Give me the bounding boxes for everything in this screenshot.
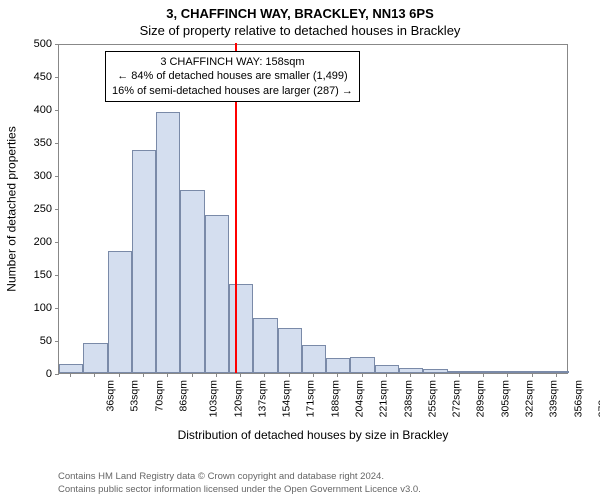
histogram-bar xyxy=(302,345,326,373)
histogram-bar xyxy=(423,369,447,373)
x-tick-label: 188sqm xyxy=(329,380,341,417)
plot-area: 3 CHAFFINCH WAY: 158sqm ← 84% of detache… xyxy=(58,44,568,374)
x-tick-label: 255sqm xyxy=(426,380,438,417)
histogram-bar xyxy=(83,343,107,373)
y-tick-label: 100 xyxy=(34,302,52,314)
histogram-bar xyxy=(156,112,180,373)
y-tick-label: 200 xyxy=(34,236,52,248)
y-tick-label: 300 xyxy=(34,170,52,182)
histogram-bar xyxy=(253,318,277,373)
x-tick-label: 289sqm xyxy=(475,380,487,417)
x-tick-label: 120sqm xyxy=(232,380,244,417)
y-tick-label: 400 xyxy=(34,104,52,116)
x-tick-label: 238sqm xyxy=(402,380,414,417)
histogram-bar xyxy=(180,190,204,373)
x-tick-label: 36sqm xyxy=(105,380,117,412)
histogram-bar xyxy=(108,251,132,373)
x-tick-label: 70sqm xyxy=(153,380,165,412)
x-tick-label: 373sqm xyxy=(596,380,600,417)
histogram-bar xyxy=(399,368,423,373)
histogram-bar xyxy=(375,365,399,373)
histogram-bar xyxy=(350,357,374,374)
y-tick-label: 250 xyxy=(34,203,52,215)
annotation-line-3: 16% of semi-detached houses are larger (… xyxy=(112,84,353,98)
y-tick-label: 150 xyxy=(34,269,52,281)
x-tick-label: 356sqm xyxy=(572,380,584,417)
page-title: 3, CHAFFINCH WAY, BRACKLEY, NN13 6PS xyxy=(0,6,600,21)
y-tick-label: 450 xyxy=(34,71,52,83)
y-axis-ticks: 050100150200250300350400450500 xyxy=(0,44,58,374)
attribution-text: Contains HM Land Registry data © Crown c… xyxy=(58,471,596,496)
histogram-bar xyxy=(545,371,569,373)
x-tick-label: 53sqm xyxy=(129,380,141,412)
x-tick-label: 339sqm xyxy=(548,380,560,417)
histogram-bar xyxy=(448,371,472,373)
histogram-bar xyxy=(326,358,350,373)
histogram-bar xyxy=(229,284,253,373)
y-tick-label: 500 xyxy=(34,38,52,50)
histogram-bar xyxy=(278,328,302,373)
x-tick-label: 86sqm xyxy=(178,380,190,412)
x-tick-label: 322sqm xyxy=(523,380,535,417)
page-subtitle: Size of property relative to detached ho… xyxy=(0,23,600,38)
annotation-box: 3 CHAFFINCH WAY: 158sqm ← 84% of detache… xyxy=(105,51,360,102)
x-tick-label: 171sqm xyxy=(305,380,317,417)
x-tick-label: 137sqm xyxy=(256,380,268,417)
annotation-line-2: ← 84% of detached houses are smaller (1,… xyxy=(112,69,353,83)
chart-container: Number of detached properties 0501001502… xyxy=(0,44,600,444)
y-tick-label: 350 xyxy=(34,137,52,149)
histogram-bar xyxy=(132,150,156,373)
x-tick-label: 154sqm xyxy=(281,380,293,417)
annotation-line-1: 3 CHAFFINCH WAY: 158sqm xyxy=(112,55,353,69)
x-axis-label: Distribution of detached houses by size … xyxy=(58,428,568,442)
histogram-bar xyxy=(59,364,83,373)
histogram-bar xyxy=(496,371,520,373)
x-tick-label: 204sqm xyxy=(353,380,365,417)
y-tick-label: 50 xyxy=(40,335,52,347)
histogram-bar xyxy=(205,215,229,373)
x-tick-label: 103sqm xyxy=(208,380,220,417)
y-tick-label: 0 xyxy=(46,368,52,380)
x-axis-ticks: 36sqm 53sqm 70sqm 86sqm 103sqm 120sqm 137sqm 15… xyxy=(58,374,568,430)
x-tick-label: 305sqm xyxy=(499,380,511,417)
x-tick-label: 221sqm xyxy=(378,380,390,417)
x-tick-label: 272sqm xyxy=(451,380,463,417)
histogram-bar xyxy=(520,371,544,373)
